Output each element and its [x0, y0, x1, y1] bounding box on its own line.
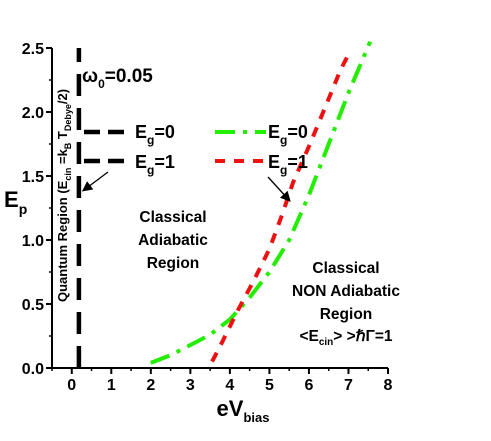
series-layer: [76, 40, 373, 368]
x-tick-label-3: 3: [186, 377, 195, 394]
series-line-eg1-red: [210, 53, 351, 363]
y-tick-label-0: 0.0: [22, 361, 44, 378]
y-tick-label-3: 1.5: [22, 169, 44, 186]
x-tick-label-0: 0: [67, 377, 76, 394]
x-tick-label-2: 2: [146, 377, 155, 394]
condition-label: <Ecin> >ℏΓ=1: [299, 328, 392, 348]
x-tick-label-5: 5: [265, 377, 274, 394]
classical-nonadiabatic-line-0: Classical: [312, 260, 379, 277]
legend-label-2: Eg=0: [268, 122, 308, 147]
classical-adiabatic-line-1: Adiabatic: [138, 232, 208, 249]
y-tick-label-2: 1.0: [22, 233, 44, 250]
y-tick-label-5: 2.5: [22, 41, 44, 58]
legend-label-1: Eg=1: [135, 152, 175, 177]
classical-adiabatic-line-0: Classical: [139, 209, 206, 226]
ticks-layer: [46, 47, 389, 374]
omega-label: ω0=0.05: [82, 66, 153, 91]
legend-label-3: Eg=1: [268, 152, 308, 177]
classical-adiabatic-line-2: Region: [147, 255, 200, 272]
x-tick-label-6: 6: [304, 377, 313, 394]
arrow-to-quantum-region: [81, 171, 109, 192]
y-axis-title: Ep: [4, 187, 27, 217]
text-layer: 0 1 2 3 4 5 6 7 8 0.0 0.5 1.0 1.5 2.0 2.5 eVbias Ep ω0=0.…: [4, 41, 400, 425]
classical-nonadiabatic-line-2: Region: [320, 306, 373, 323]
x-tick-label-1: 1: [107, 377, 116, 394]
quantum-region-label: Quantum Region (Ecin =kB TDebye/2): [55, 89, 73, 302]
classical-nonadiabatic-line-1: NON Adiabatic: [292, 283, 400, 300]
x-axis-title: eVbias: [217, 396, 270, 425]
x-tick-label-7: 7: [344, 377, 353, 394]
arrow-to-nonadiabatic: [267, 176, 291, 202]
y-tick-label-4: 2.0: [22, 105, 44, 122]
y-tick-label-1: 0.5: [22, 297, 44, 314]
series-line-eg0-green: [150, 40, 373, 365]
x-tick-label-4: 4: [225, 377, 234, 394]
x-tick-label-8: 8: [384, 377, 393, 394]
legend-label-0: Eg=0: [135, 122, 175, 147]
